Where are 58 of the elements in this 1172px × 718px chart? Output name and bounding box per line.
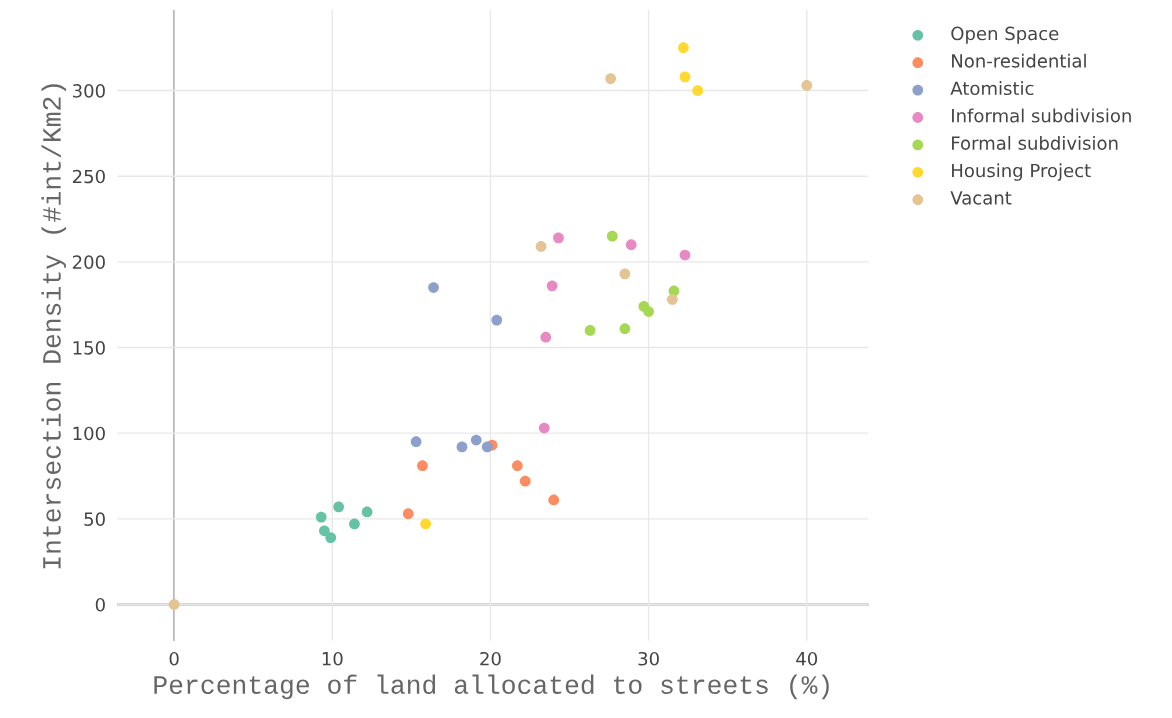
- y-tick-label: 250: [72, 169, 105, 184]
- legend-label: Open Space: [951, 26, 1059, 44]
- point: [546, 280, 558, 292]
- point: [643, 306, 654, 317]
- point: [491, 314, 503, 326]
- point: [679, 249, 691, 261]
- legend-label: Informal subdivision: [952, 108, 1131, 123]
- point: [666, 294, 678, 305]
- y-axis-title: Intersection Density (#int/Km2): [41, 84, 67, 569]
- y-tick-label: 100: [73, 426, 105, 441]
- point: [619, 268, 631, 280]
- point: [349, 518, 360, 530]
- point: [315, 511, 327, 523]
- x-tick-label: 20: [480, 651, 501, 666]
- y-tick-label: 200: [72, 255, 105, 269]
- point: [325, 532, 337, 544]
- point: [619, 323, 631, 335]
- x-tick-label: 10: [322, 651, 343, 666]
- x-tick-label: 0: [169, 651, 179, 666]
- y-tick-label: 50: [84, 512, 105, 526]
- point: [333, 501, 344, 513]
- point: [410, 436, 422, 448]
- point: [538, 422, 550, 434]
- point: [456, 441, 468, 453]
- point: [548, 494, 560, 506]
- point: [535, 241, 547, 252]
- point: [678, 42, 689, 54]
- y-tick-label: 0: [95, 597, 105, 612]
- point: [481, 441, 493, 453]
- point: [801, 80, 813, 91]
- x-tick-label: 40: [796, 651, 818, 666]
- point: [402, 508, 414, 520]
- point: [168, 599, 180, 610]
- point: [625, 239, 637, 251]
- point: [553, 232, 564, 244]
- point: [605, 73, 617, 84]
- point: [511, 460, 523, 472]
- point: [428, 282, 439, 293]
- y-tick-label: 300: [73, 84, 105, 98]
- legend-label: Housing Project: [952, 163, 1091, 181]
- x-tick-label: 30: [638, 651, 659, 666]
- legend-label: Atomistic: [950, 81, 1034, 96]
- legend-label: Formal subdivision: [952, 135, 1118, 150]
- point: [319, 525, 330, 537]
- x-axis-title: Percentage of land allocated to streets (%): [154, 674, 829, 700]
- point: [584, 325, 596, 336]
- point: [470, 434, 482, 446]
- point: [420, 518, 431, 530]
- y-tick-label: 150: [73, 340, 105, 355]
- point: [417, 460, 428, 472]
- legend-label: Non-residential: [952, 53, 1086, 68]
- point: [519, 475, 531, 487]
- point: [540, 331, 552, 343]
- point: [679, 71, 691, 83]
- point: [692, 85, 704, 96]
- point: [361, 506, 373, 518]
- point: [606, 230, 618, 242]
- legend-label: Vacant: [950, 191, 1012, 205]
